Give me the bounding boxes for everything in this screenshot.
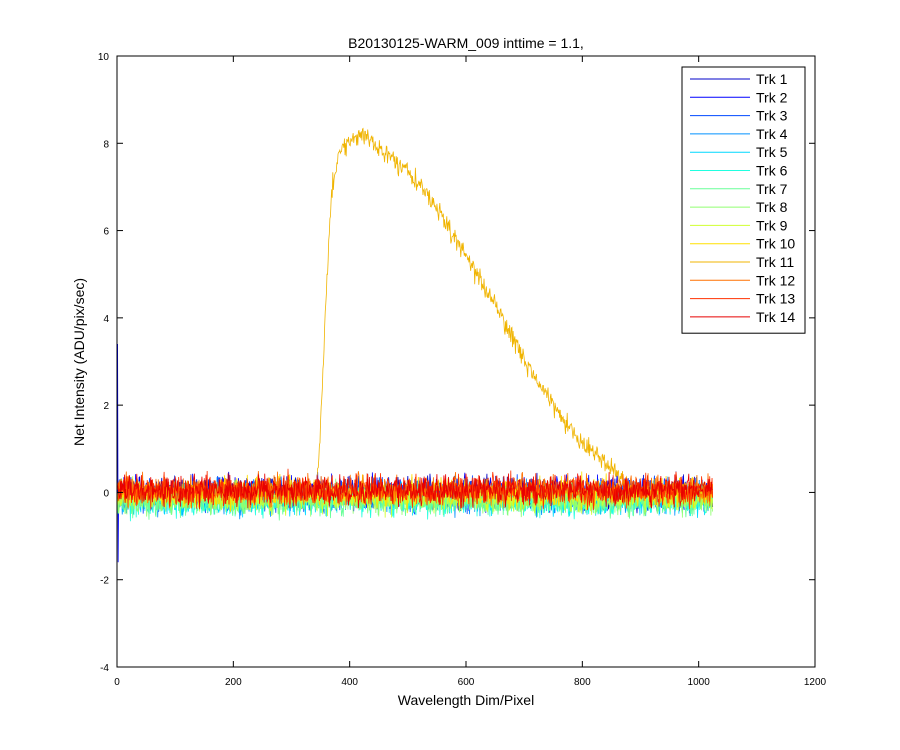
legend-label-8: Trk 8: [756, 199, 788, 215]
legend-label-3: Trk 3: [756, 108, 788, 124]
x-tick-label: 600: [458, 677, 475, 688]
chart-title: B20130125-WARM_009 inttime = 1.1,: [348, 35, 584, 51]
series-line-11: [117, 127, 714, 503]
x-tick-label: 800: [574, 677, 591, 688]
legend-label-5: Trk 5: [756, 144, 788, 160]
legend-label-12: Trk 12: [756, 272, 795, 288]
legend-label-6: Trk 6: [756, 163, 788, 179]
legend-label-9: Trk 9: [756, 217, 788, 233]
legend-label-2: Trk 2: [756, 89, 788, 105]
y-tick-label: 8: [103, 139, 109, 150]
y-tick-label: 6: [103, 227, 109, 238]
axes: 0 200 400 600 800 1000 1200 -4 -2 0 2 4 6 8 10: [98, 52, 827, 688]
y-tick-label: 10: [98, 52, 110, 63]
x-tick-label: 1200: [804, 677, 827, 688]
y-tick-label: 0: [103, 488, 109, 499]
legend-label-4: Trk 4: [756, 126, 788, 142]
legend-label-1: Trk 1: [756, 71, 788, 87]
legend-label-10: Trk 10: [756, 236, 795, 252]
x-tick-label: 0: [114, 677, 120, 688]
y-tick-label: 2: [103, 401, 109, 412]
series-line-14: [117, 472, 713, 510]
legend-label-7: Trk 7: [756, 181, 788, 197]
legend-label-14: Trk 14: [756, 309, 795, 325]
x-tick-label: 1000: [688, 677, 711, 688]
legend-label-13: Trk 13: [756, 291, 795, 307]
plot-area: [117, 127, 714, 563]
y-tick-label: -4: [100, 663, 109, 674]
legend: Trk 1 Trk 2 Trk 3 Trk 4 Trk 5 Trk 6 Trk 7 Trk 8…: [681, 66, 806, 334]
legend-box: [681, 66, 806, 334]
y-tick-label: -2: [100, 576, 109, 587]
x-axis-label: Wavelength Dim/Pixel: [398, 692, 534, 708]
y-tick-label: 4: [103, 314, 109, 325]
y-axis-label: Net Intensity (ADU/pix/sec): [71, 278, 87, 446]
x-tick-label: 400: [341, 677, 358, 688]
legend-label-11: Trk 11: [756, 254, 794, 270]
x-tick-label: 200: [225, 677, 242, 688]
series-line-2: [117, 344, 714, 563]
